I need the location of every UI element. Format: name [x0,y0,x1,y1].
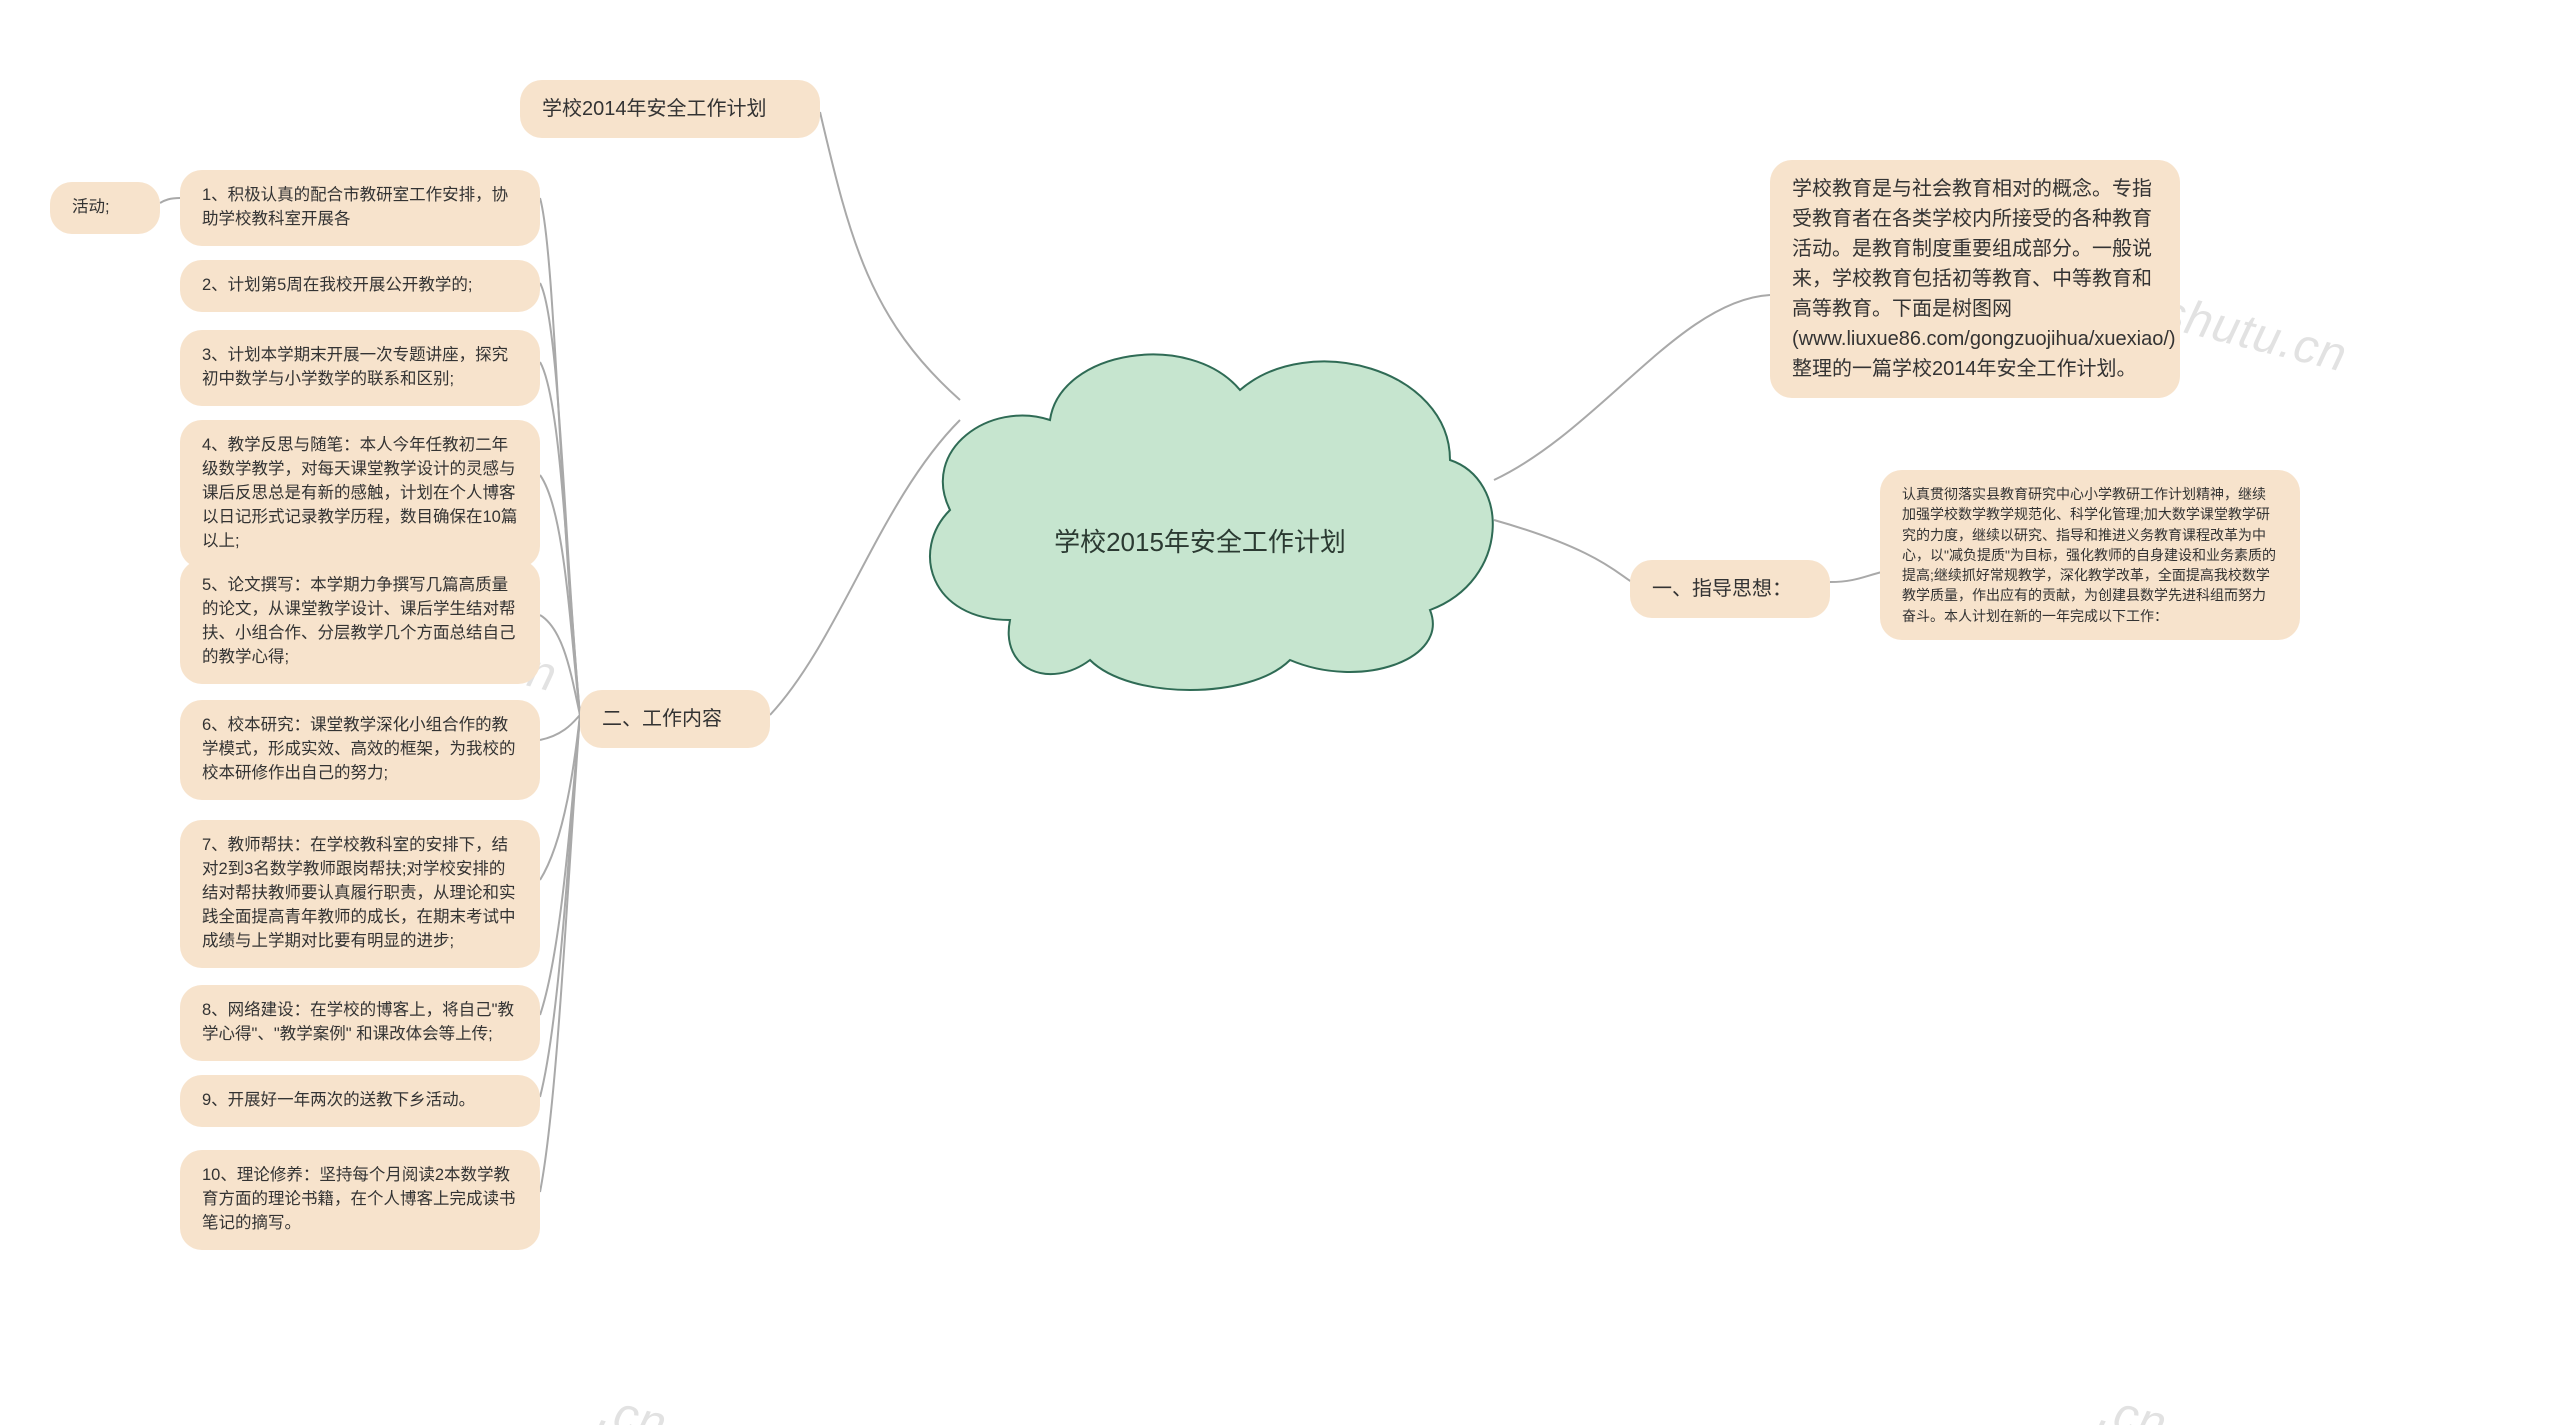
connector [540,615,580,715]
connector [540,715,580,1015]
connector [540,475,580,715]
work-item-8[interactable]: 8、网络建设：在学校的博客上，将自己"教学心得"、"教学案例" 和课改体会等上传… [180,985,540,1061]
work-item-4[interactable]: 4、教学反思与随笔：本人今年任教初二年级数学教学，对每天课堂教学设计的灵感与课后… [180,420,540,568]
connector [540,198,580,715]
work-item-5[interactable]: 5、论文撰写：本学期力争撰写几篇高质量的论文，从课堂教学设计、课后学生结对帮扶、… [180,560,540,684]
work-item-1[interactable]: 1、积极认真的配合市教研室工作安排，协助学校教科室开展各 [180,170,540,246]
connector [540,715,580,880]
connector [1494,295,1770,480]
work-item-6[interactable]: 6、校本研究：课堂教学深化小组合作的教学模式，形成实效、高效的框架，为我校的校本… [180,700,540,800]
right-section1-child[interactable]: 认真贯彻落实县教育研究中心小学教研工作计划精神，继续加强学校数学教学规范化、科学… [1880,470,2300,640]
work-item-2[interactable]: 2、计划第5周在我校开展公开教学的; [180,260,540,312]
left-branch-work[interactable]: 二、工作内容 [580,690,770,748]
connector [540,715,580,1192]
left-branch-2014[interactable]: 学校2014年安全工作计划 [520,80,820,138]
center-topic-label: 学校2015年安全工作计划 [1054,442,1346,559]
connector [540,715,580,740]
work-item-9[interactable]: 9、开展好一年两次的送教下乡活动。 [180,1075,540,1127]
right-section1[interactable]: 一、指导思想： [1630,560,1830,618]
watermark: .cn [2094,1383,2172,1425]
connector [1830,572,1882,582]
watermark: .cn [594,1383,672,1425]
connector [540,715,580,1097]
connector [540,362,580,715]
center-topic[interactable]: 学校2015年安全工作计划 [890,300,1510,700]
work-item-3[interactable]: 3、计划本学期末开展一次专题讲座，探究初中数学与小学数学的联系和区别; [180,330,540,406]
connector [160,198,180,203]
work-item-7[interactable]: 7、教师帮扶：在学校教科室的安排下，结对2到3名数学教师跟岗帮扶;对学校安排的结… [180,820,540,968]
connector [1494,520,1632,582]
work-item-10[interactable]: 10、理论修养：坚持每个月阅读2本数学教育方面的理论书籍，在个人博客上完成读书笔… [180,1150,540,1250]
connector [540,283,580,715]
right-intro[interactable]: 学校教育是与社会教育相对的概念。专指受教育者在各类学校内所接受的各种教育活动。是… [1770,160,2180,398]
work-item-1-child[interactable]: 活动; [50,182,160,234]
